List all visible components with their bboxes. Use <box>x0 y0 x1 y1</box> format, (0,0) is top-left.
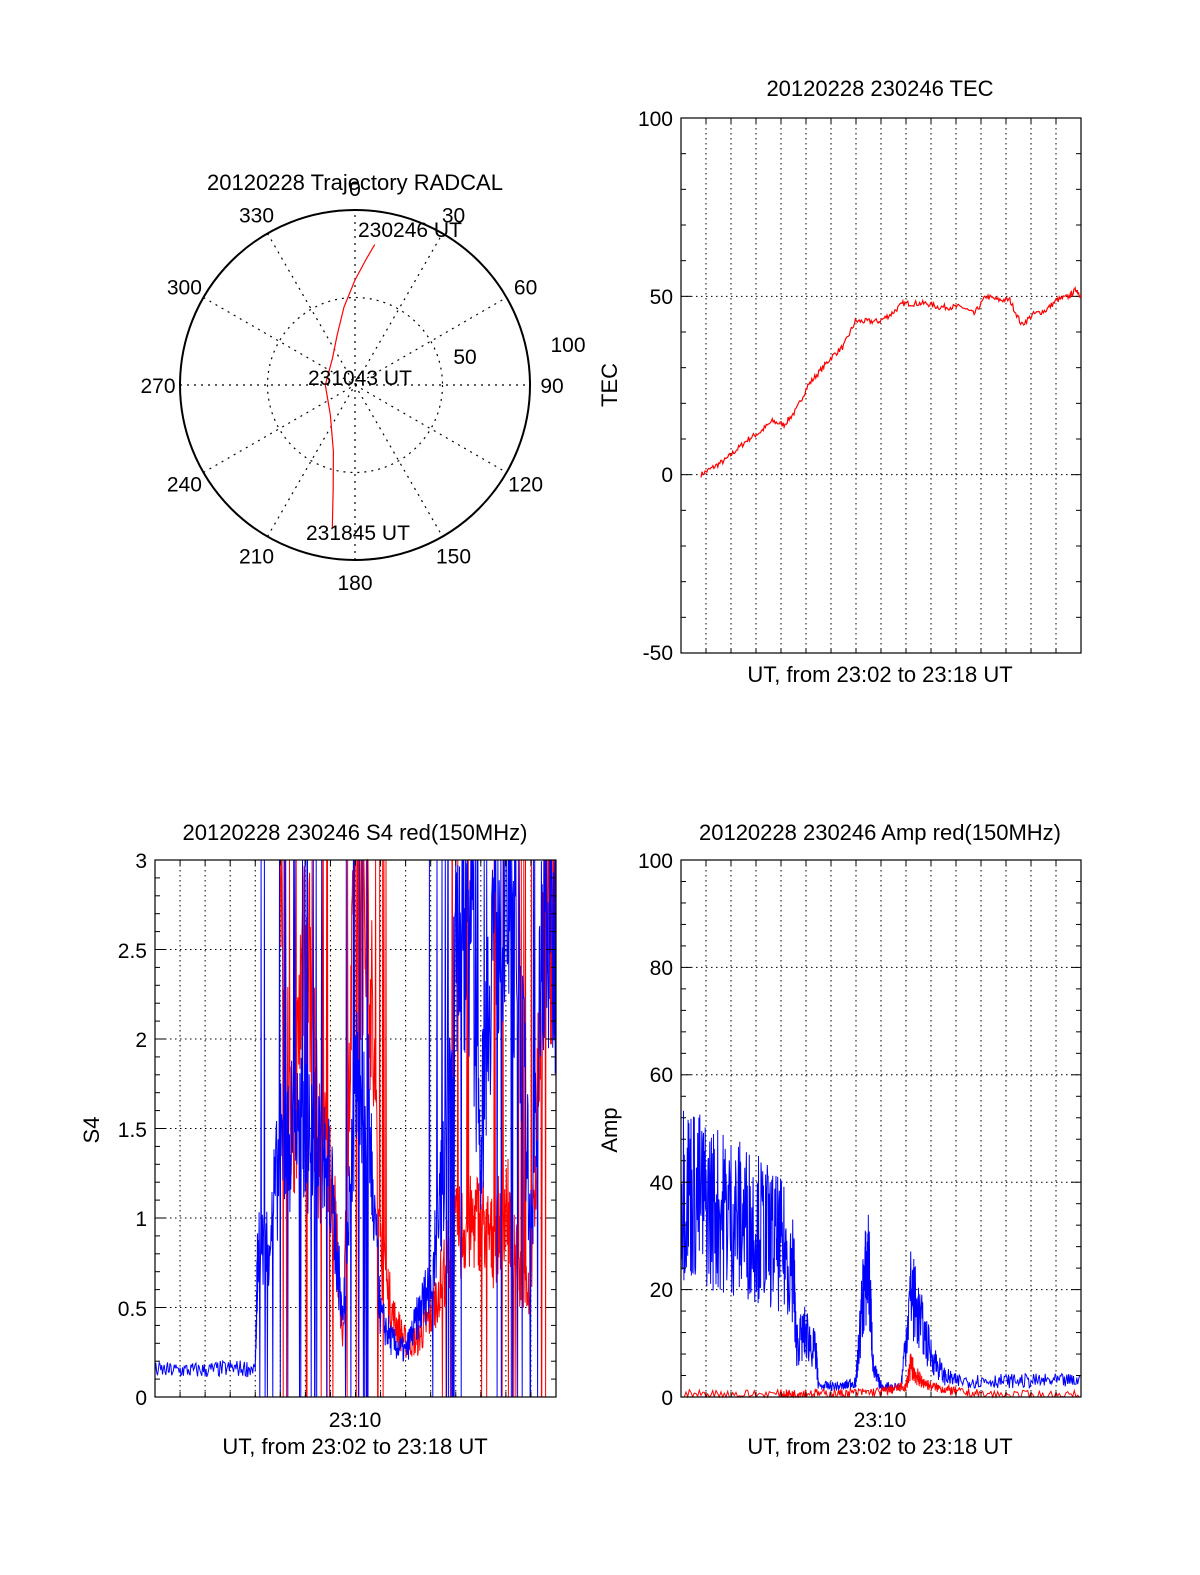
trajectory-start-label: 230246 UT <box>358 219 462 242</box>
amp-xtick-label: 23:10 <box>854 1409 907 1432</box>
tec-x-axis-label: UT, from 23:02 to 23:18 UT <box>747 662 1012 687</box>
amp-tick-marks <box>681 860 1081 1397</box>
s4-chart-panel: 20120228 230246 S4 red(150MHz) 0 0.5 1 1… <box>79 820 557 1459</box>
polar-grid <box>179 209 531 561</box>
polar-spoke-line <box>266 233 444 537</box>
amp-x-axis-label: UT, from 23:02 to 23:18 UT <box>747 1434 1012 1459</box>
amp-ytick-label: 40 <box>650 1172 673 1195</box>
polar-angle-label: 330 <box>239 204 274 227</box>
blue-series-line <box>680 1110 1081 1392</box>
polar-radius-label-100: 100 <box>550 334 585 357</box>
s4-y-axis-label: S4 <box>79 1117 104 1144</box>
polar-angle-label: 30 <box>442 204 465 227</box>
s4-ytick-label: 1 <box>135 1208 147 1231</box>
polar-angle-labels: 0 30 60 90 120 150 180 210 240 270 300 330 <box>140 178 563 595</box>
polar-angle-label: 180 <box>337 572 372 595</box>
s4-series-group <box>154 858 557 1398</box>
amp-chart-panel: 20120228 230246 Amp red(150MHz) 0 20 40 … <box>597 820 1082 1459</box>
tec-series-line <box>700 286 1082 478</box>
polar-angle-label: 60 <box>514 277 537 300</box>
polar-angle-label: 0 <box>349 178 361 201</box>
amp-title: 20120228 230246 Amp red(150MHz) <box>699 820 1061 845</box>
amp-series-group <box>680 1110 1081 1399</box>
s4-tick-marks <box>155 860 556 1397</box>
s4-ytick-label: 3 <box>135 850 147 873</box>
tec-title: 20120228 230246 TEC <box>766 76 993 101</box>
amp-ytick-label: 20 <box>650 1279 673 1302</box>
s4-ytick-label: 0 <box>135 1387 147 1410</box>
s4-x-axis-label: UT, from 23:02 to 23:18 UT <box>222 1434 487 1459</box>
s4-ytick-label: 2.5 <box>118 940 147 963</box>
tec-chart-panel: 20120228 230246 TEC -50 0 50 100 TEC UT,… <box>597 76 1082 687</box>
amp-grid <box>681 860 1081 1397</box>
red-series-line <box>279 858 557 1398</box>
polar-angle-label: 270 <box>140 375 175 398</box>
trajectory-track-line <box>324 244 376 529</box>
amp-ytick-label: 60 <box>650 1064 673 1087</box>
polar-angle-label: 210 <box>239 546 274 569</box>
polar-inner-circle <box>266 296 444 474</box>
polar-angle-label: 120 <box>508 474 543 497</box>
s4-ytick-label: 0.5 <box>118 1298 147 1321</box>
trajectory-end-label: 231845 UT <box>306 522 410 545</box>
blue-series-line <box>154 859 557 1398</box>
trajectory-title: 20120228 Trajectory RADCAL <box>207 170 503 195</box>
tec-ytick-label: 50 <box>650 286 673 309</box>
trajectory-mid-label: 231043 UT <box>308 367 412 390</box>
polar-angle-label: 240 <box>167 474 202 497</box>
amp-ytick-label: 100 <box>638 850 673 873</box>
tec-grid <box>681 118 1081 653</box>
trajectory-polar-panel: 20120228 Trajectory RADCAL 0 30 60 90 120 150… <box>140 170 585 595</box>
s4-xtick-label: 23:10 <box>329 1409 382 1432</box>
s4-ytick-label: 1.5 <box>118 1119 147 1142</box>
tec-y-axis-label: TEC <box>597 363 622 407</box>
s4-ytick-label: 2 <box>135 1029 147 1052</box>
amp-y-tick-labels: 0 20 40 60 80 100 <box>638 850 673 1410</box>
polar-radius-label-50: 50 <box>453 346 476 369</box>
polar-angle-label: 150 <box>436 546 471 569</box>
tec-y-tick-labels: -50 0 50 100 <box>638 108 673 665</box>
s4-title: 20120228 230246 S4 red(150MHz) <box>183 820 528 845</box>
red-series-line <box>681 1353 1080 1399</box>
tec-ytick-label: -50 <box>643 642 673 665</box>
s4-y-tick-labels: 0 0.5 1 1.5 2 2.5 3 <box>118 850 147 1410</box>
tec-tick-marks <box>681 118 1081 653</box>
amp-ytick-label: 0 <box>661 1387 673 1410</box>
tec-ytick-label: 100 <box>638 108 673 131</box>
tec-ytick-label: 0 <box>661 464 673 487</box>
polar-angle-label: 300 <box>167 277 202 300</box>
amp-ytick-label: 80 <box>650 957 673 980</box>
amp-y-axis-label: Amp <box>597 1107 622 1152</box>
polar-angle-label: 90 <box>540 375 563 398</box>
